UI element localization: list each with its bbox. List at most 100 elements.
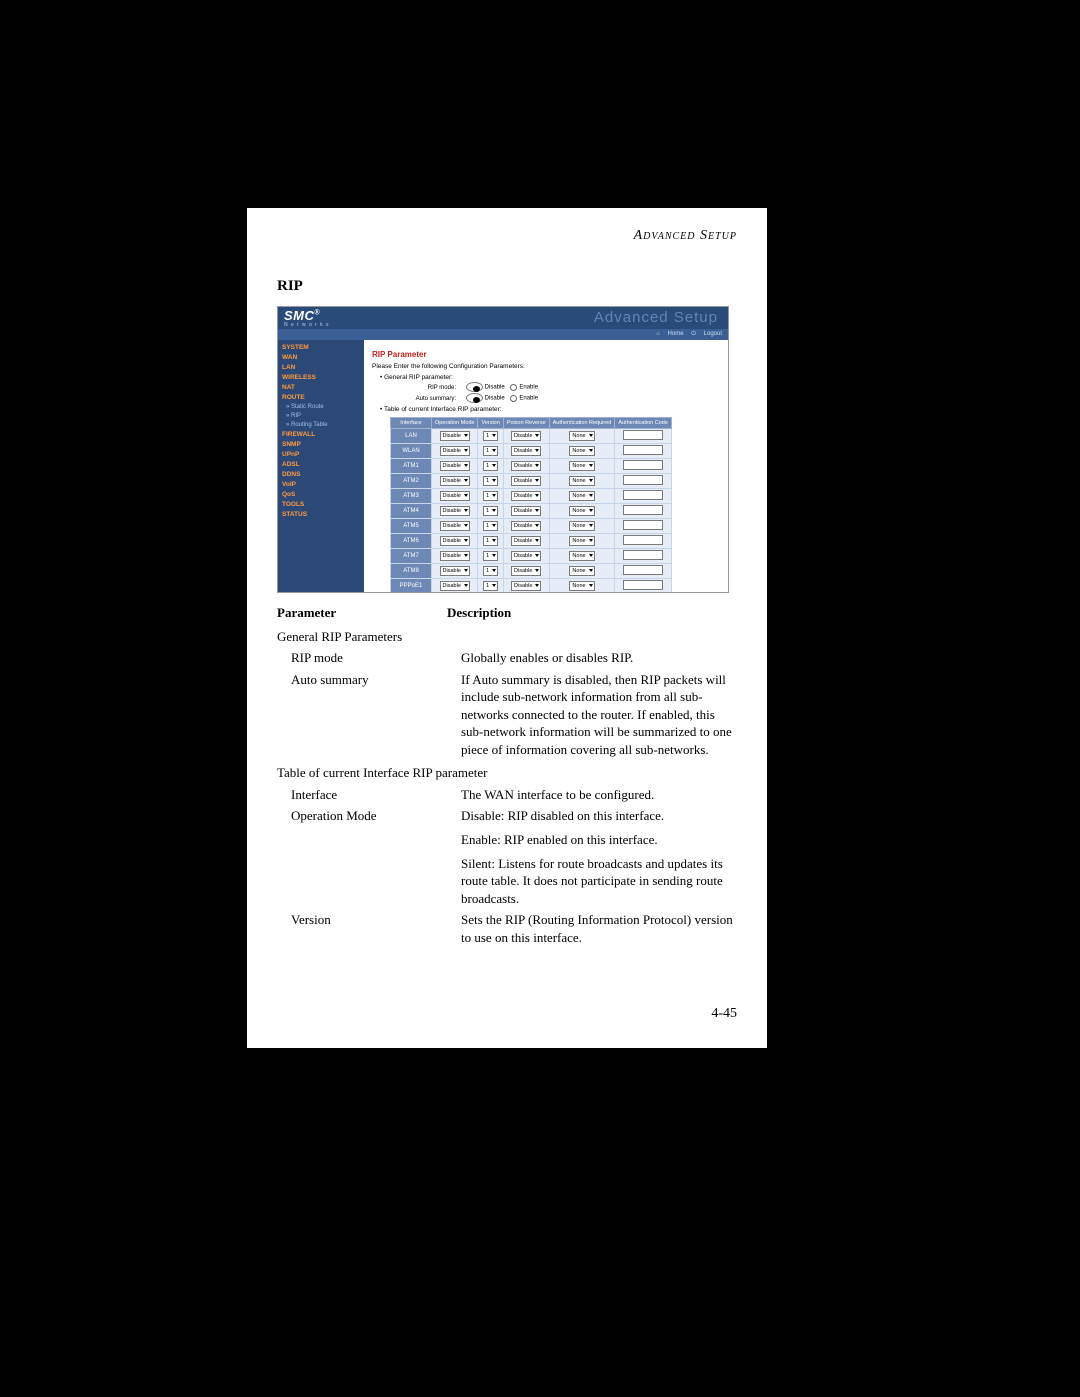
rip-mode-disable-radio[interactable] xyxy=(466,382,483,392)
version-select[interactable]: 1 xyxy=(483,431,498,441)
rip-mode-enable-radio[interactable] xyxy=(510,384,517,391)
cell-op: Disable xyxy=(432,504,478,519)
smc-logo-sub: N e t w o r k s xyxy=(284,322,330,328)
version-select[interactable]: 1 xyxy=(483,461,498,471)
rip-mode-label: RIP mode: xyxy=(400,385,456,391)
auth-code-input[interactable] xyxy=(623,475,663,485)
table-row: ATM3 Disable 1 Disable None xyxy=(391,489,672,504)
auth-code-input[interactable] xyxy=(623,505,663,515)
cell-ver: 1 xyxy=(478,429,503,444)
sidebar-item[interactable]: » Static Route xyxy=(278,402,364,411)
cell-code xyxy=(615,549,672,564)
auth-required-select[interactable]: None xyxy=(569,476,594,486)
sidebar-item[interactable]: SYSTEM xyxy=(278,342,364,352)
auto-summary-disable-radio[interactable] xyxy=(466,393,483,403)
sidebar-item[interactable]: ADSL xyxy=(278,459,364,469)
cell-code xyxy=(615,429,672,444)
rip-instruction: Please Enter the following Configuration… xyxy=(372,363,720,370)
sidebar-item[interactable]: LAN xyxy=(278,362,364,372)
version-select[interactable]: 1 xyxy=(483,446,498,456)
op-mode-select[interactable]: Disable xyxy=(440,536,470,546)
poison-reverse-select[interactable]: Disable xyxy=(511,476,541,486)
version-select[interactable]: 1 xyxy=(483,581,498,591)
sidebar-item[interactable]: SNMP xyxy=(278,439,364,449)
auth-code-input[interactable] xyxy=(623,520,663,530)
poison-reverse-select[interactable]: Disable xyxy=(511,551,541,561)
section-title: RIP xyxy=(277,278,303,295)
version-select[interactable]: 1 xyxy=(483,551,498,561)
version-select[interactable]: 1 xyxy=(483,491,498,501)
auth-required-select[interactable]: None xyxy=(569,581,594,591)
auth-required-select[interactable]: None xyxy=(569,551,594,561)
sidebar-item[interactable]: » RIP xyxy=(278,411,364,420)
cell-op: Disable xyxy=(432,519,478,534)
sidebar-item[interactable]: QoS xyxy=(278,489,364,499)
poison-reverse-select[interactable]: Disable xyxy=(511,536,541,546)
op-mode-select[interactable]: Disable xyxy=(440,566,470,576)
sidebar-item[interactable]: STATUS xyxy=(278,509,364,519)
version-select[interactable]: 1 xyxy=(483,521,498,531)
op-mode-select[interactable]: Disable xyxy=(440,506,470,516)
auth-code-input[interactable] xyxy=(623,490,663,500)
auth-code-input[interactable] xyxy=(623,430,663,440)
sidebar-item[interactable]: WAN xyxy=(278,352,364,362)
auth-code-input[interactable] xyxy=(623,580,663,590)
op-mode-select[interactable]: Disable xyxy=(440,551,470,561)
sidebar-item[interactable]: WIRELESS xyxy=(278,372,364,382)
auth-required-select[interactable]: None xyxy=(569,566,594,576)
auth-required-select[interactable]: None xyxy=(569,491,594,501)
op-mode-select[interactable]: Disable xyxy=(440,521,470,531)
sidebar-item[interactable]: DDNS xyxy=(278,469,364,479)
banner-title: Advanced Setup xyxy=(594,309,718,326)
version-select[interactable]: 1 xyxy=(483,506,498,516)
version-select[interactable]: 1 xyxy=(483,536,498,546)
auth-required-select[interactable]: None xyxy=(569,506,594,516)
poison-reverse-select[interactable]: Disable xyxy=(511,491,541,501)
sidebar-item[interactable]: ROUTE xyxy=(278,392,364,402)
cell-interface: ATM3 xyxy=(391,489,432,504)
auth-code-input[interactable] xyxy=(623,460,663,470)
table-header-row: Parameter Description xyxy=(277,604,737,622)
sidebar-item[interactable]: NAT xyxy=(278,382,364,392)
cell-code xyxy=(615,489,672,504)
op-mode-select[interactable]: Disable xyxy=(440,431,470,441)
poison-reverse-select[interactable]: Disable xyxy=(511,446,541,456)
auth-code-input[interactable] xyxy=(623,535,663,545)
auth-required-select[interactable]: None xyxy=(569,431,594,441)
poison-reverse-select[interactable]: Disable xyxy=(511,506,541,516)
auth-required-select[interactable]: None xyxy=(569,536,594,546)
auth-code-input[interactable] xyxy=(623,565,663,575)
poison-reverse-select[interactable]: Disable xyxy=(511,566,541,576)
op-mode-select[interactable]: Disable xyxy=(440,581,470,591)
version-select[interactable]: 1 xyxy=(483,476,498,486)
sidebar-item[interactable]: » Routing Table xyxy=(278,420,364,429)
op-mode-select[interactable]: Disable xyxy=(440,446,470,456)
table-row: ATM4Disable1DisableNone xyxy=(391,504,672,519)
sidebar-item[interactable]: UPnP xyxy=(278,449,364,459)
auto-summary-enable-radio[interactable] xyxy=(510,395,517,402)
router-sidebar: SYSTEMWANLANWIRELESSNATROUTE» Static Rou… xyxy=(278,340,364,592)
op-mode-select[interactable]: Disable xyxy=(440,491,470,501)
sidebar-item[interactable]: FIREWALL xyxy=(278,429,364,439)
cell-ver: 1 xyxy=(478,459,503,474)
auth-required-select[interactable]: None xyxy=(569,461,594,471)
poison-reverse-select[interactable]: Disable xyxy=(511,431,541,441)
logout-link[interactable]: ⏻ Logout xyxy=(691,331,722,337)
auth-code-input[interactable] xyxy=(623,445,663,455)
auth-required-select[interactable]: None xyxy=(569,521,594,531)
op-mode-select[interactable]: Disable xyxy=(440,476,470,486)
poison-reverse-select[interactable]: Disable xyxy=(511,581,541,591)
poison-reverse-select[interactable]: Disable xyxy=(511,461,541,471)
op-mode-select[interactable]: Disable xyxy=(440,461,470,471)
sidebar-item[interactable]: TOOLS xyxy=(278,499,364,509)
version-select[interactable]: 1 xyxy=(483,566,498,576)
cell-auth: None xyxy=(549,549,615,564)
home-link[interactable]: ⌂ Home xyxy=(656,331,683,337)
bullet-table: Table of current Interface RIP parameter… xyxy=(380,406,720,413)
poison-reverse-select[interactable]: Disable xyxy=(511,521,541,531)
auth-required-select[interactable]: None xyxy=(569,446,594,456)
sidebar-item[interactable]: VoIP xyxy=(278,479,364,489)
cell-interface: ATM8 xyxy=(391,564,432,579)
auth-code-input[interactable] xyxy=(623,550,663,560)
cell-code xyxy=(615,534,672,549)
